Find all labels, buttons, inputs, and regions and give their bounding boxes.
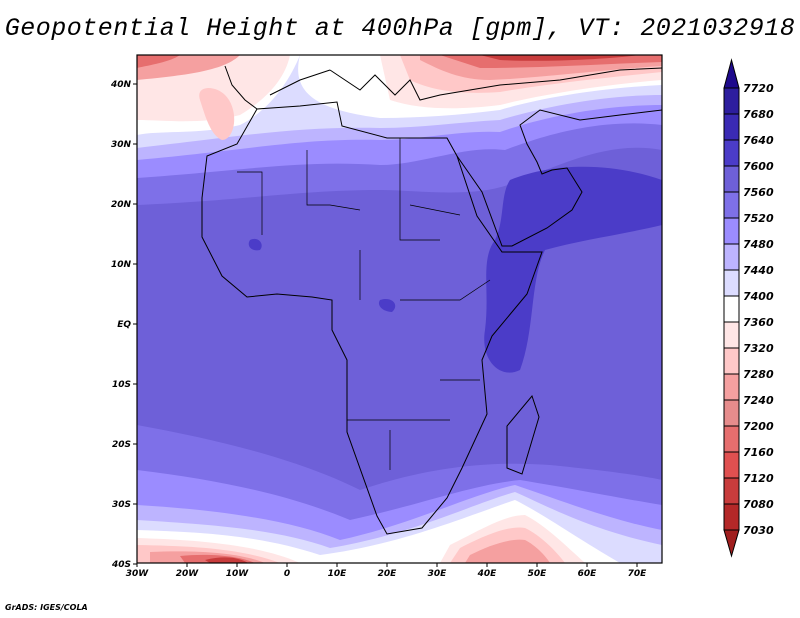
colorbar-label: 7240 (743, 394, 774, 407)
coastlines (201, 65, 662, 535)
colorbar-label: 7200 (743, 420, 774, 433)
lat-label: 20N (111, 200, 132, 210)
colorbar-swatch (723, 165, 740, 193)
colorbar-label: 7080 (743, 498, 774, 511)
plot-title: Geopotential Height at 400hPa [gpm], VT:… (4, 14, 796, 43)
lon-label: 30W (126, 569, 150, 579)
colorbar-swatch (723, 373, 740, 401)
borders (237, 138, 491, 470)
colorbar-swatch (723, 399, 740, 427)
lat-label: 10S (112, 380, 131, 390)
colorbar: 7720 7680 7640 7600 7560 7520 7480 7440 7400 7360… (723, 58, 774, 558)
colorbar-bottom-arrow (723, 529, 740, 558)
africa-outline (201, 101, 543, 535)
lat-label: 10N (111, 260, 132, 270)
lon-label: 40E (477, 569, 498, 579)
height-field (137, 55, 662, 563)
colorbar-label: 7680 (743, 108, 774, 121)
colorbar-swatch (723, 451, 740, 479)
lat-label: 40N (110, 80, 132, 90)
colorbar-swatch (723, 321, 740, 349)
colorbar-label: 7280 (743, 368, 774, 381)
colorbar-label: 7600 (743, 160, 774, 173)
arabia-outline (456, 109, 662, 247)
colorbar-label: 7360 (743, 316, 774, 329)
colorbar-swatch (723, 217, 740, 245)
colorbar-label: 7480 (743, 238, 774, 251)
colorbar-top-arrow (723, 58, 740, 89)
lon-label: 70E (628, 569, 648, 579)
colorbar-swatch (723, 477, 740, 505)
colorbar-swatch (723, 503, 740, 531)
lat-label: 20S (112, 440, 131, 450)
colorbar-swatch (723, 113, 740, 141)
colorbar-swatch (723, 347, 740, 375)
lon-label: 10W (226, 569, 250, 579)
lat-label: 30S (112, 500, 131, 510)
colorbar-label: 7400 (743, 290, 774, 303)
credit-label: GrADS: IGES/COLA (5, 603, 88, 612)
lon-label: 0 (284, 569, 290, 579)
colorbar-swatch (723, 139, 740, 167)
lon-label: 20E (378, 569, 398, 579)
lon-label: 20W (176, 569, 200, 579)
colorbar-label: 7640 (743, 134, 774, 147)
map-frame (136, 54, 663, 564)
colorbar-swatch (723, 425, 740, 453)
colorbar-label: 7520 (743, 212, 774, 225)
colorbar-swatch (723, 295, 740, 323)
colorbar-label: 7440 (743, 264, 774, 277)
colorbar-label: 7320 (743, 342, 774, 355)
colorbar-swatch (723, 243, 740, 271)
lon-label: 30E (428, 569, 448, 579)
colorbar-label: 7120 (743, 472, 774, 485)
lon-label: 60E (578, 569, 598, 579)
colorbar-swatch (723, 87, 740, 115)
colorbar-label: 7560 (743, 186, 774, 199)
europe-coast (224, 65, 662, 110)
lon-label: 50E (528, 569, 548, 579)
lat-label: 30N (111, 140, 132, 150)
lon-label: 10E (328, 569, 348, 579)
colorbar-label: 7030 (743, 524, 774, 537)
colorbar-swatch (723, 191, 740, 219)
madagascar-outline (506, 394, 540, 475)
lat-label: 40S (111, 560, 131, 570)
colorbar-label: 7160 (743, 446, 774, 459)
colorbar-swatch (723, 269, 740, 297)
lat-label: EQ (117, 320, 131, 330)
colorbar-label: 7720 (743, 82, 774, 95)
